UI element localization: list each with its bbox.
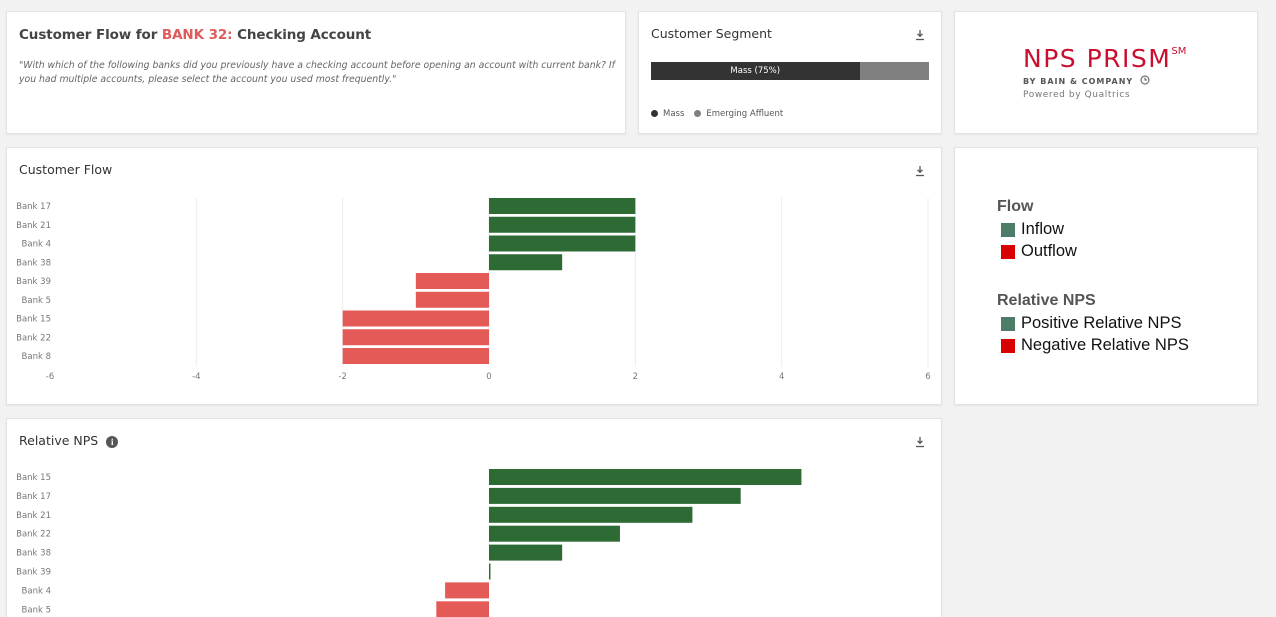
download-icon[interactable] bbox=[915, 29, 927, 43]
inflow-swatch bbox=[1001, 222, 1015, 237]
y-category-label: Bank 17 bbox=[16, 492, 51, 502]
x-tick-label: 0 bbox=[486, 372, 491, 382]
powered-by: Powered by Qualtrics bbox=[1023, 90, 1131, 100]
legend-item-emerging-affluent: Emerging Affluent bbox=[694, 109, 783, 119]
relative-nps-card: Relative NPS i Bank 15 Bank 17 Bank 21 Bank … bbox=[6, 418, 942, 617]
negative-swatch bbox=[1001, 338, 1015, 353]
relative-nps-chart: Bank 15 Bank 17 Bank 21 Bank 22 Bank 38 Bank … bbox=[16, 469, 802, 617]
y-category-label: Bank 4 bbox=[22, 586, 51, 596]
title-prefix: Customer Flow for bbox=[19, 27, 162, 43]
x-tick-label: -4 bbox=[192, 372, 200, 382]
survey-question: "With which of the following banks did y… bbox=[19, 60, 615, 85]
download-icon[interactable] bbox=[915, 436, 927, 450]
segment-bar: Mass (75%) bbox=[651, 62, 929, 80]
customer-flow-card: Customer Flow -6 -4 -2 0 2 4 6 Bank 17 Bank 21 Ba… bbox=[6, 147, 942, 405]
x-tick-label: 2 bbox=[633, 372, 638, 382]
bar bbox=[415, 273, 489, 289]
bar bbox=[436, 601, 489, 617]
bar bbox=[489, 469, 802, 485]
bar bbox=[489, 216, 636, 233]
y-category-label: Bank 15 bbox=[16, 315, 51, 325]
bar bbox=[445, 582, 489, 599]
bar bbox=[342, 348, 489, 364]
y-category-label: Bank 17 bbox=[16, 202, 51, 212]
x-tick-label: 6 bbox=[925, 372, 930, 382]
legend-card: Flow Inflow Outflow Relative NPS Positiv… bbox=[954, 147, 1258, 405]
logo-card: NPS PRISMSM BY BAIN & COMPANY Powered by… bbox=[954, 11, 1258, 134]
y-category-label: Bank 21 bbox=[16, 511, 51, 521]
x-tick-label: -2 bbox=[338, 372, 346, 382]
bar bbox=[489, 487, 741, 504]
y-category-label: Bank 22 bbox=[16, 530, 51, 540]
bar bbox=[342, 329, 489, 346]
segment-bar-mass: Mass (75%) bbox=[651, 62, 860, 80]
legend-dot-mass bbox=[651, 109, 658, 117]
bar bbox=[489, 563, 491, 580]
y-category-label: Bank 5 bbox=[22, 605, 51, 615]
relative-nps-title: Relative NPS bbox=[19, 433, 99, 448]
header-card: Customer Flow for BANK 32: Checking Acco… bbox=[6, 11, 626, 134]
y-category-label: Bank 39 bbox=[16, 277, 51, 287]
bar bbox=[489, 525, 620, 542]
y-category-label: Bank 38 bbox=[16, 258, 51, 268]
legend-item-inflow: Inflow bbox=[1001, 220, 1064, 239]
y-category-label: Bank 15 bbox=[16, 473, 51, 483]
y-category-label: Bank 4 bbox=[22, 240, 51, 250]
bar bbox=[489, 198, 636, 214]
legend-item-mass: Mass bbox=[651, 109, 684, 119]
page-title: Customer Flow for BANK 32: Checking Acco… bbox=[19, 27, 371, 43]
y-category-label: Bank 5 bbox=[22, 296, 51, 306]
logo-subtitle: BY BAIN & COMPANY bbox=[1023, 75, 1150, 86]
segment-legend: Mass Emerging Affluent bbox=[651, 109, 783, 119]
bar bbox=[342, 310, 489, 327]
legend-item-outflow: Outflow bbox=[1001, 242, 1077, 261]
bar bbox=[489, 544, 563, 561]
download-icon[interactable] bbox=[915, 165, 927, 179]
info-icon[interactable]: i bbox=[106, 436, 119, 448]
legend-item-positive-nps: Positive Relative NPS bbox=[1001, 314, 1181, 333]
segment-title: Customer Segment bbox=[651, 26, 772, 41]
y-category-label: Bank 8 bbox=[22, 352, 51, 362]
customer-segment-card: Customer Segment Mass (75%) Mass Emergin… bbox=[638, 11, 942, 134]
outflow-swatch bbox=[1001, 244, 1015, 259]
flow-legend-heading: Flow bbox=[997, 198, 1034, 215]
bar bbox=[489, 506, 693, 523]
bank-name: BANK 32: bbox=[161, 27, 233, 43]
legend-dot-emerging-affluent bbox=[694, 109, 702, 117]
bar bbox=[489, 254, 563, 271]
clock-icon bbox=[1140, 75, 1150, 85]
nps-prism-logo: NPS PRISMSM bbox=[1023, 44, 1187, 73]
y-category-label: Bank 21 bbox=[16, 221, 51, 231]
bar bbox=[489, 235, 636, 252]
positive-swatch bbox=[1001, 316, 1015, 331]
x-tick-label: 4 bbox=[779, 372, 784, 382]
bar bbox=[415, 291, 489, 308]
nps-legend-heading: Relative NPS bbox=[997, 292, 1096, 309]
y-category-label: Bank 22 bbox=[16, 333, 51, 343]
title-suffix: Checking Account bbox=[232, 27, 372, 43]
x-tick-label: -6 bbox=[46, 372, 54, 382]
customer-flow-chart: -6 -4 -2 0 2 4 6 Bank 17 Bank 21 Bank 4 Bank 38 Ban… bbox=[16, 198, 931, 382]
y-category-label: Bank 39 bbox=[16, 568, 51, 578]
legend-item-negative-nps: Negative Relative NPS bbox=[1001, 336, 1189, 355]
customer-flow-title: Customer Flow bbox=[19, 162, 113, 177]
relative-nps-title-wrap: Relative NPS i bbox=[19, 433, 119, 448]
y-category-label: Bank 38 bbox=[16, 549, 51, 559]
